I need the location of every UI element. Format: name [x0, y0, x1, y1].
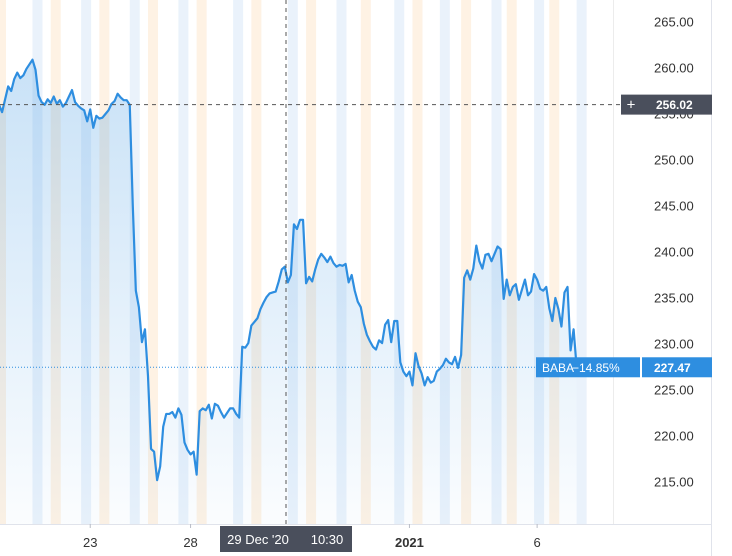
symbol-change-tag [536, 357, 640, 378]
crosshair-price-label: 256.02 [656, 98, 693, 112]
y-tick-label: 235.00 [654, 291, 694, 306]
x-axis-ticks: 23 28 2021 6 [83, 524, 541, 550]
axes [0, 0, 712, 556]
y-axis-ticks: 265.00260.00255.00250.00245.00240.00235.… [654, 15, 694, 490]
symbol-label: BABA [542, 361, 574, 375]
y-tick-label: 245.00 [654, 199, 694, 214]
crosshair-price-tag [621, 94, 712, 115]
x-tick-label: 28 [183, 535, 197, 550]
session-band-post [251, 0, 262, 524]
y-tick-label: 260.00 [654, 61, 694, 76]
y-tick-label: 225.00 [654, 383, 694, 398]
area-fill [0, 59, 577, 524]
y-tick-label: 230.00 [654, 337, 694, 352]
session-band-post [506, 0, 517, 524]
crosshair-date-tag [220, 526, 352, 552]
crosshair-plus-icon: + [627, 97, 636, 114]
session-band-pre [336, 0, 347, 524]
session-band-pre [233, 0, 244, 524]
last-price-tag [642, 357, 712, 378]
area-fill-layer [0, 59, 577, 524]
session-band-post [549, 0, 560, 524]
price-tags: +256.02 29 Dec '20 10:30 BABA−14.85% 227.47 [220, 94, 712, 552]
x-tick-label: 23 [83, 535, 97, 550]
y-tick-label: 215.00 [654, 475, 694, 490]
last-price-label: 227.47 [654, 361, 691, 375]
session-band-post [306, 0, 317, 524]
session-band-post [461, 0, 472, 524]
session-band-pre [534, 0, 545, 524]
session-band-post [148, 0, 158, 524]
y-tick-label: 240.00 [654, 245, 694, 260]
session-band-pre [178, 0, 189, 524]
y-tick-label: 265.00 [654, 15, 694, 30]
x-tick-label: 2021 [395, 535, 424, 550]
session-band-pre [394, 0, 405, 524]
session-band-pre [576, 0, 587, 524]
y-tick-label: 250.00 [654, 153, 694, 168]
session-band-post [412, 0, 423, 524]
session-band-post [196, 0, 207, 524]
x-tick-label: 6 [534, 535, 541, 550]
crosshair-time-label: 10:30 [311, 532, 344, 547]
session-band-pre [439, 0, 450, 524]
crosshair-date-label: 29 Dec '20 [227, 532, 289, 547]
session-band-post [360, 0, 371, 524]
reference-lines [0, 0, 620, 524]
y-tick-label: 220.00 [654, 429, 694, 444]
change-label: −14.85% [572, 361, 620, 375]
